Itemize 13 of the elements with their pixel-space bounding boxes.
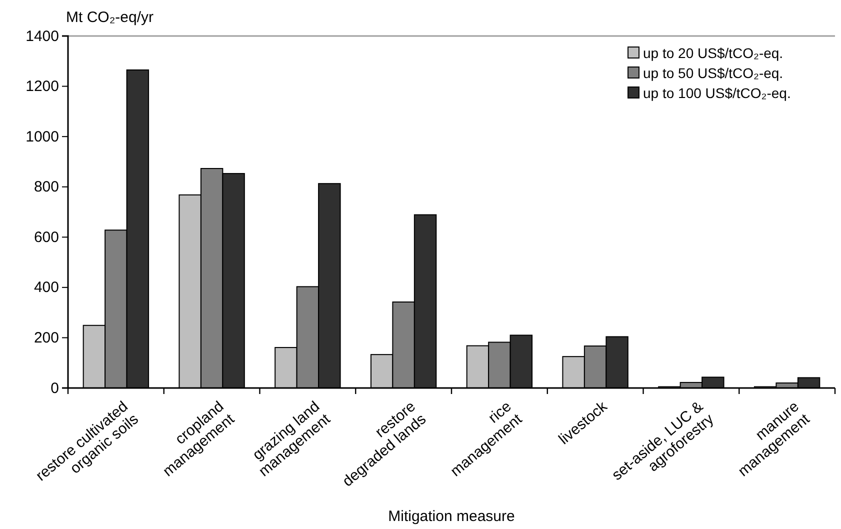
legend-label: up to 50 US$/tCO₂-eq. <box>643 65 784 81</box>
y-axis-title: Mt CO₂-eq/yr <box>66 9 154 26</box>
y-tick-label: 1400 <box>26 28 59 45</box>
y-tick-label: 0 <box>50 380 59 397</box>
y-tick-label: 1000 <box>26 128 59 146</box>
legend-label: up to 20 US$/tCO₂-eq. <box>643 45 784 61</box>
legend-label: up to 100 US$/tCO₂-eq. <box>643 85 791 101</box>
y-tick-label: 1200 <box>26 78 59 96</box>
y-tick-label: 800 <box>34 178 59 196</box>
y-tick-label: 600 <box>34 228 59 246</box>
x-axis-title: Mitigation measure <box>388 508 515 525</box>
y-tick-label: 400 <box>34 279 59 296</box>
y-tick-label: 200 <box>34 330 59 347</box>
